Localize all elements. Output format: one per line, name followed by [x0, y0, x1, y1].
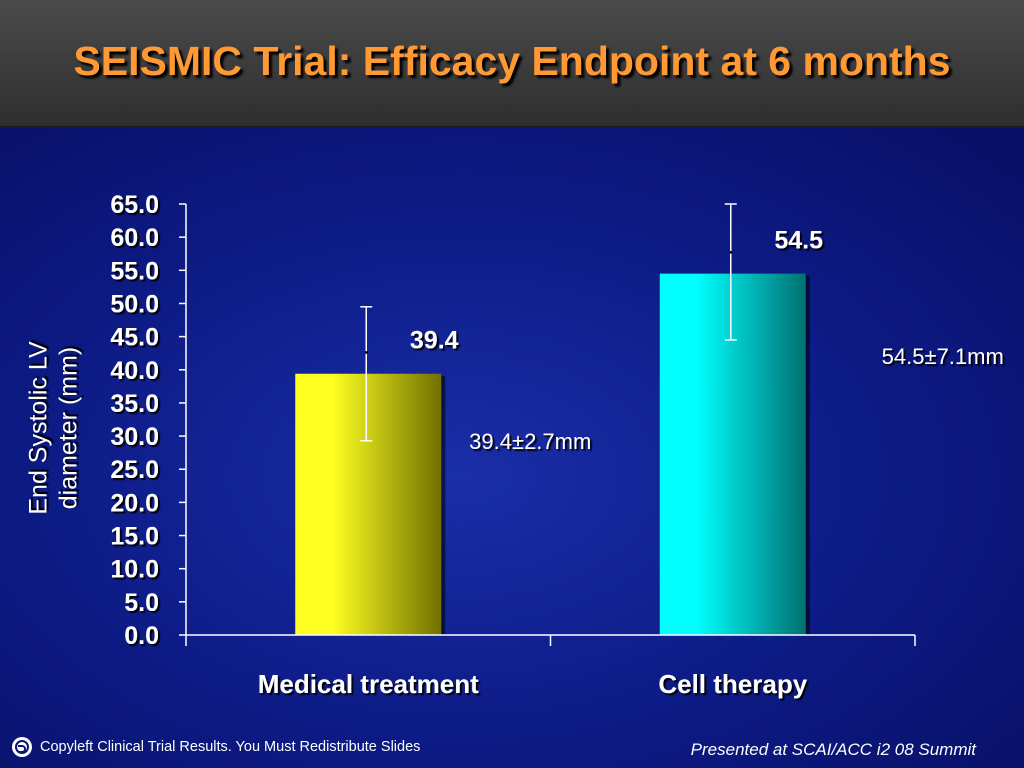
- data-labels-group: 39.4 39.4±2.7mm 54.5 54.5±7.1mm: [410, 226, 1004, 454]
- x-category-label: Medical treatment: [258, 669, 479, 699]
- error-center-dot: [729, 251, 733, 254]
- y-tick-label: 60.0: [110, 224, 159, 252]
- y-tick-label: 30.0: [110, 423, 159, 451]
- y-tick-label: 15.0: [110, 523, 159, 551]
- y-tick-label: 40.0: [110, 357, 159, 385]
- y-axis-label-line-2: diameter (mm): [55, 346, 84, 510]
- y-tick-label: 35.0: [110, 390, 159, 418]
- title-bar: SEISMIC Trial: Efficacy Endpoint at 6 mo…: [0, 0, 1024, 128]
- y-tick-label: 65.0: [110, 191, 159, 219]
- y-tick-label: 55.0: [110, 257, 159, 285]
- y-tick-label: 5.0: [124, 589, 159, 617]
- data-label-1: 39.4: [410, 327, 459, 355]
- annotation-2: 54.5±7.1mm: [882, 344, 1004, 369]
- annotation-1: 39.4±2.7mm: [469, 429, 591, 454]
- error-bars-group: [360, 203, 737, 442]
- footer-right-text: Presented at SCAI/ACC i2 08 Summit: [690, 740, 976, 759]
- y-tick-label: 0.0: [124, 622, 159, 650]
- bar-2: [659, 273, 806, 635]
- error-center-dot: [365, 351, 368, 354]
- y-tick-label: 10.0: [110, 556, 159, 584]
- copyleft-icon: [12, 737, 32, 757]
- bars-group: [295, 273, 810, 635]
- y-tick-label: 45.0: [110, 324, 159, 352]
- x-ticks-group: Medical treatment Cell therapy: [185, 635, 916, 699]
- footer-left-text: Copyleft Clinical Trial Results. You Mus…: [40, 739, 421, 755]
- y-tick-label: 25.0: [110, 456, 159, 484]
- y-ticks-group: 0.0 5.0 10.0 15.0 20.0 25.0 30.0 35.0 40.0 45.0 50…: [110, 191, 186, 650]
- y-axis-label: End Systolic LV diameter (mm): [14, 318, 94, 538]
- footer-left: Copyleft Clinical Trial Results. You Mus…: [8, 734, 420, 760]
- page-title: SEISMIC Trial: Efficacy Endpoint at 6 mo…: [73, 38, 951, 84]
- y-tick-label: 20.0: [110, 489, 159, 517]
- y-axis-label-line-1: End Systolic LV: [25, 341, 54, 515]
- bar-1: [295, 373, 442, 635]
- x-category-label: Cell therapy: [658, 669, 807, 699]
- data-label-2: 54.5: [774, 226, 823, 254]
- y-tick-label: 50.0: [110, 290, 159, 318]
